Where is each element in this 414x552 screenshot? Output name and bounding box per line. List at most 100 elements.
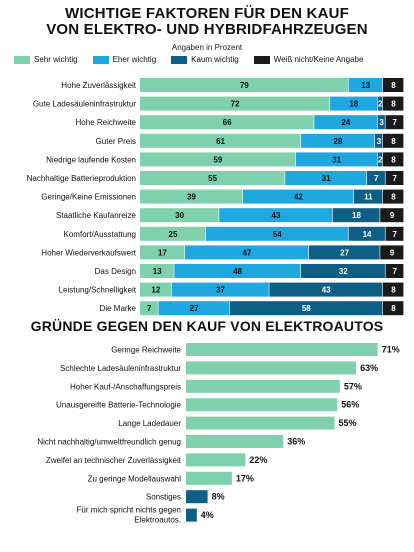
legend-item-weiss: Weiß nicht/Keine Angabe: [253, 55, 364, 64]
data-label: 14: [363, 230, 372, 239]
data-label: 30: [175, 211, 184, 220]
data-label: 42: [294, 193, 303, 202]
data-label: 8: [391, 193, 396, 202]
data-label: 13: [153, 267, 162, 276]
bar-segment-3: [377, 152, 383, 167]
bar-segment-3: [377, 96, 383, 111]
bar-segment-3: [374, 133, 383, 148]
legend-swatch-sehr: [14, 55, 30, 64]
bar-segment-4: [382, 152, 404, 167]
cut-off-section-title: [0, 541, 414, 552]
bar-segment-1: [140, 96, 330, 111]
data-label: 17%: [236, 473, 254, 483]
bar-segment-3: [348, 226, 385, 241]
data-label: 55%: [339, 418, 357, 428]
bar-segment-1: [140, 78, 348, 92]
data-label: 31: [332, 155, 341, 164]
bar-segment-2: [314, 115, 377, 130]
legend-label-weiss: Weiß nicht/Keine Angabe: [273, 55, 364, 64]
bar-segment-4: [382, 301, 404, 316]
legend-item-sehr: Sehr wichtig: [14, 55, 78, 64]
bar-segment-4: [380, 245, 404, 260]
row-label: Schlechte Ladesäuleninfrastruktur: [60, 364, 181, 373]
bar: [186, 471, 232, 485]
data-label: 27: [190, 304, 199, 313]
data-label: 7: [393, 267, 398, 276]
legend-label-kaum: Kaum wichtig: [191, 55, 239, 64]
data-label: 18: [352, 211, 361, 220]
data-label: 43: [272, 211, 281, 220]
bar-segment-3: [229, 301, 383, 316]
data-label: 22%: [249, 455, 267, 465]
bar-segment-3: [301, 264, 385, 278]
data-label: 59: [213, 155, 222, 164]
data-label: 13: [361, 81, 370, 90]
row-label: Für mich spricht nichts gegen: [77, 506, 182, 515]
row-label: Nicht nachhaltig/umweltfreundlich genug: [37, 438, 181, 447]
bar-segment-1: [140, 171, 285, 185]
legend-item-kaum: Kaum wichtig: [171, 55, 239, 64]
data-label: 39: [187, 193, 196, 202]
data-label: 12: [151, 286, 160, 295]
data-label: 7: [393, 118, 398, 127]
data-label: 43: [322, 286, 331, 295]
data-label: 56%: [341, 400, 359, 410]
data-label: 18: [349, 100, 358, 109]
bar-segment-3: [332, 208, 380, 223]
bar-segment-3: [308, 245, 380, 260]
data-label: 17: [158, 248, 167, 257]
bar-segment-2: [285, 171, 367, 185]
bar: [186, 398, 338, 412]
row-label: Leistung/Schnelligkeit: [59, 286, 137, 295]
bar-segment-1: [140, 115, 314, 130]
data-label: 8: [391, 304, 396, 313]
bar: [186, 379, 340, 393]
row-label: Geringe/Keine Emissionen: [41, 193, 136, 202]
bar-segment-4: [382, 189, 404, 204]
row-label: Nachhaltige Batterieproduktion: [27, 174, 136, 183]
bar-segment-3: [367, 171, 385, 185]
bar-segment-2: [330, 96, 377, 111]
bar-segment-1: [140, 264, 174, 278]
row-label: Hoher Wiederverkaufswert: [41, 248, 136, 257]
bar-segment-2: [184, 245, 309, 260]
data-label: 7: [393, 174, 398, 183]
row-label: Hohe Zuverlässigkeit: [61, 81, 136, 90]
row-label: Lange Ladedauer: [118, 419, 181, 428]
data-label: 48: [233, 267, 242, 276]
data-label: 27: [340, 248, 349, 257]
data-label: 8: [391, 155, 396, 164]
bar-segment-4: [385, 264, 404, 278]
data-label: 25: [169, 230, 178, 239]
row-label: Geringe Reichweite: [111, 346, 181, 355]
data-label: 55: [208, 174, 217, 183]
bar-segment-2: [295, 152, 377, 167]
data-label: 7: [147, 304, 152, 313]
bar-segment-2: [301, 133, 375, 148]
bar-segment-2: [242, 189, 354, 204]
bar-segment-2: [158, 301, 230, 316]
data-label: 37: [216, 286, 225, 295]
bar-segment-4: [382, 78, 404, 92]
data-label: 63%: [360, 363, 378, 373]
bar: [186, 416, 335, 430]
legend-item-eher: Eher wichtig: [92, 55, 157, 64]
legend-label-sehr: Sehr wichtig: [34, 55, 78, 64]
row-label: Staatliche Kaufanreize: [56, 211, 137, 220]
legend-label-eher: Eher wichtig: [112, 55, 157, 64]
bar-segment-1: [140, 189, 243, 204]
data-label: 32: [339, 267, 348, 276]
data-label: 9: [390, 248, 395, 257]
data-label: 9: [390, 211, 395, 220]
bar-segment-4: [382, 282, 404, 297]
data-label: 7: [374, 174, 379, 183]
data-label: 28: [334, 137, 343, 146]
data-label: 11: [364, 193, 373, 202]
bar-segment-3: [377, 115, 385, 130]
chart1-subtitle: Angaben in Prozent: [171, 43, 243, 52]
legend-swatch-kaum: [171, 55, 188, 64]
row-label: Gute Ladesäuleninfrastruktur: [33, 100, 137, 109]
data-label: 71%: [382, 345, 400, 355]
data-label: 3: [377, 137, 382, 146]
